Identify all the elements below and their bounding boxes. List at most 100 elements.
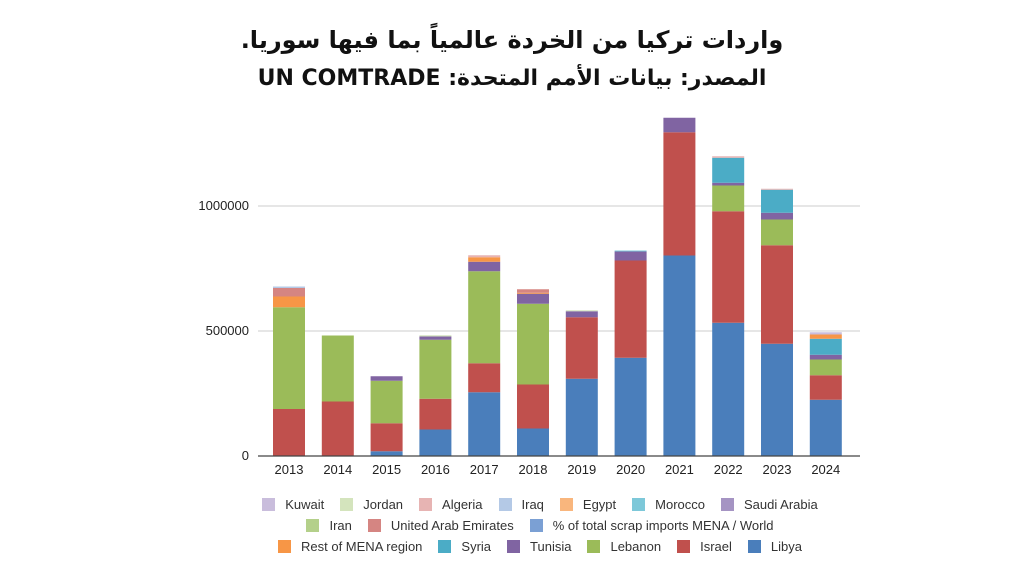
legend-swatch: [498, 498, 512, 511]
legend-item: Jordan: [340, 497, 403, 512]
x-tick-label: 2017: [470, 462, 499, 477]
bar-segment-lebanon-2013: [273, 307, 305, 409]
bar-segment-tunisia-2021: [663, 117, 696, 133]
legend-swatch: [587, 540, 601, 553]
bar-segment-tunisia-2018: [517, 293, 549, 304]
legend-label: Israel: [700, 539, 732, 554]
x-tick-label: 2019: [567, 462, 596, 477]
bar-segment-israel-2018: [517, 384, 549, 429]
bar-segment-libya-2016: [419, 429, 452, 456]
legend-swatch: [677, 540, 691, 553]
x-tick-label: 2018: [519, 462, 548, 477]
bar-segment-israel-2020: [614, 260, 647, 358]
bar-segment-jordan-2016: [419, 335, 452, 337]
chart-legend: Kuwait Jordan Algeria Iraq Egypt Morocco Saudi…: [160, 494, 920, 557]
stacked-bar-chart: 0 500000 1000000 2013 2014 2015 2016 2017 2018 2…: [198, 117, 860, 477]
bar-segment-lebanon-2018: [517, 303, 549, 385]
legend-label: % of total scrap imports MENA / World: [552, 518, 774, 533]
bar-segment-libya-2024: [809, 399, 842, 456]
legend-label: Morocco: [655, 497, 706, 512]
legend-item: Libya: [747, 539, 802, 554]
bar-segment-israel-2013: [273, 409, 305, 456]
bar-segment-libya-2020: [614, 357, 647, 456]
bar-segment-tunisia-2017: [468, 261, 501, 272]
x-tick-label: 2013: [275, 462, 304, 477]
bar-segment-israel-2023: [761, 245, 793, 344]
bar-segment-tunisia-2023: [761, 212, 793, 220]
bar-segment-iraq-2013: [273, 286, 305, 288]
bar-segment-tunisia-2016: [419, 336, 452, 340]
legend-label: Rest of MENA region: [301, 539, 423, 554]
bar-segment-morocco-2020: [614, 250, 647, 252]
x-tick-label: 2020: [616, 462, 645, 477]
legend-swatch: [632, 498, 646, 511]
legend-swatch: [340, 498, 354, 511]
bar-segment-libya-2018: [517, 428, 549, 456]
bar-segment-rest-of-mena-region-2024: [809, 334, 842, 339]
legend-item: Algeria: [419, 497, 483, 512]
bar-segment-israel-2016: [419, 398, 452, 430]
bar-segment-tunisia-2020: [614, 251, 647, 261]
x-tick-label: 2015: [372, 462, 401, 477]
legend-label: Syria: [461, 539, 492, 554]
bar-segment-libya-2023: [761, 343, 793, 456]
bar-segment-lebanon-2016: [419, 339, 452, 399]
y-tick-label: 1000000: [198, 198, 249, 213]
bar-segment-united-arab-emirates-2013: [273, 288, 305, 297]
legend-label: Iraq: [521, 497, 544, 512]
legend-item: Lebanon: [587, 539, 661, 554]
bar-segment-israel-2021: [663, 132, 696, 256]
bar-segment-tunisia-2019: [565, 311, 598, 318]
legend-row: Rest of MENA region Syria Tunisia Lebanon Is…: [160, 536, 920, 557]
bar-segment-tunisia-2024: [809, 354, 842, 360]
legend-item: Iraq: [498, 497, 544, 512]
bar-segment-algeria-2017: [468, 255, 501, 258]
legend-item: % of total scrap imports MENA / World: [529, 518, 774, 533]
legend-row: Iran United Arab Emirates % of total scrap…: [160, 515, 920, 536]
bar-segment-israel-2022: [712, 211, 745, 323]
bar-segment-syria-2024: [809, 338, 842, 355]
legend-item: Iran: [306, 518, 352, 533]
x-tick-label: 2014: [323, 462, 352, 477]
legend-label: Iran: [329, 518, 352, 533]
bar-segment-libya-2017: [468, 392, 501, 456]
bar-segment-libya-2022: [712, 322, 745, 456]
bar-segment-rest-of-mena-region-2018: [517, 292, 549, 294]
chart-subtitle: المصدر: بيانات الأمم المتحدة: UN COMTRAD…: [257, 66, 767, 91]
legend-item: Kuwait: [262, 497, 324, 512]
chart-title: واردات تركيا من الخردة عالمياً بما فيها …: [240, 26, 784, 54]
bar-segment-tunisia-2015: [370, 376, 403, 381]
legend-swatch: [721, 498, 735, 511]
legend-label: Algeria: [442, 497, 483, 512]
bar-segment-libya-2021: [663, 255, 696, 456]
bar-segment-lebanon-2022: [712, 185, 745, 212]
legend-label: United Arab Emirates: [390, 518, 514, 533]
legend-swatch: [278, 540, 292, 553]
bar-segment-rest-of-mena-region-2017: [468, 257, 501, 262]
legend-label: Saudi Arabia: [744, 497, 818, 512]
legend-item: Morocco: [632, 497, 705, 512]
bar-segment-syria-2022: [712, 157, 745, 183]
legend-item: Saudi Arabia: [721, 497, 818, 512]
legend-item: United Arab Emirates: [367, 518, 514, 533]
bar-segment-libya-2015: [370, 451, 403, 456]
bar-segment-lebanon-2014: [321, 335, 354, 402]
bar-segment-kuwait-2024: [809, 332, 842, 335]
bar-segment-syria-2023: [761, 189, 793, 213]
bar-segment-lebanon-2015: [370, 380, 403, 424]
legend-swatch: [529, 519, 543, 532]
x-tick-label: 2022: [714, 462, 743, 477]
x-tick-label: 2023: [763, 462, 792, 477]
bar-segment-rest-of-mena-region-2013: [273, 296, 305, 308]
bar-segment-lebanon-2023: [761, 219, 793, 246]
legend-swatch: [367, 519, 381, 532]
legend-item: Israel: [677, 539, 732, 554]
bar-segment-algeria-2022: [712, 156, 745, 158]
legend-label: Egypt: [582, 497, 617, 512]
legend-label: Kuwait: [285, 497, 325, 512]
bar-segment-libya-2019: [565, 378, 598, 456]
bar-segment-algeria-2023: [761, 188, 793, 190]
legend-item: Syria: [438, 539, 491, 554]
y-tick-label: 0: [242, 448, 249, 463]
bar-segment-israel-2024: [809, 375, 842, 400]
